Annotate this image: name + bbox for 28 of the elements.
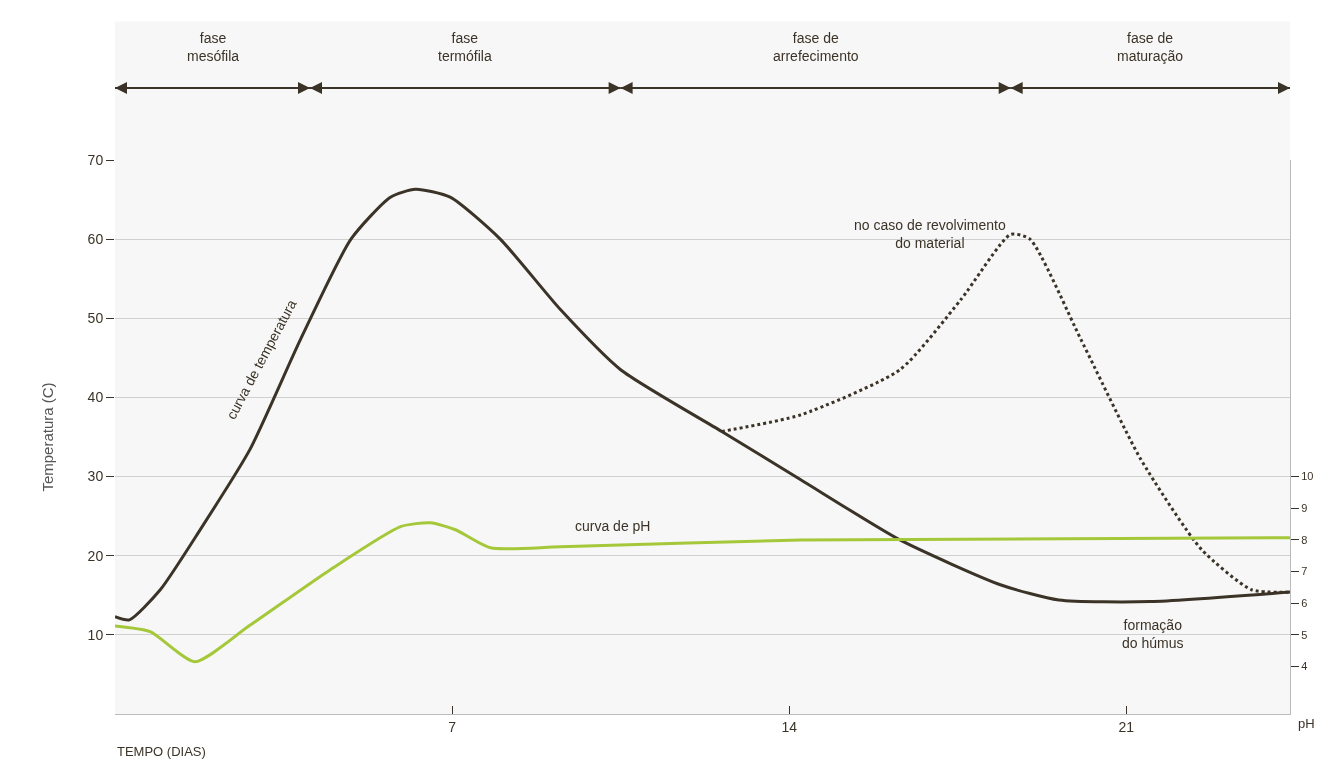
x-tick-label: 7	[448, 718, 457, 735]
y2-axis-title: pH	[1298, 716, 1315, 731]
band-label: fase mesófila	[187, 30, 240, 65]
annotation: curva de pH	[575, 518, 651, 534]
y2-tick-label: 4	[1301, 660, 1308, 673]
annotation: no caso de revolvimento do material	[854, 217, 1006, 252]
y-tick-label: 10	[87, 626, 104, 643]
band-label: fase termófila	[438, 30, 492, 65]
y2-tick-label: 10	[1301, 470, 1314, 483]
x-tick-label: 14	[781, 718, 798, 735]
annotation: formação do húmus	[1122, 617, 1184, 652]
y2-tick-label: 7	[1301, 565, 1308, 578]
band-label: fase de maturação	[1117, 30, 1184, 65]
y-tick-label: 40	[87, 389, 104, 406]
y2-tick-label: 5	[1301, 628, 1308, 641]
y-tick-label: 60	[87, 231, 104, 248]
x-tick-label: 21	[1118, 718, 1135, 735]
y2-tick-label: 6	[1301, 597, 1308, 610]
line-series	[115, 521, 1290, 664]
y-tick-label: 50	[87, 310, 104, 327]
y2-tick-label: 8	[1301, 533, 1308, 546]
y2-tick-label: 9	[1301, 502, 1308, 515]
y-tick-label: 30	[87, 468, 104, 485]
y-tick-label: 70	[87, 151, 104, 168]
y-tick-label: 20	[87, 547, 104, 564]
x-axis-title: TEMPO (DIAS)	[117, 744, 206, 759]
y-axis-title: Temperatura (C)	[38, 382, 56, 492]
band-label: fase de arrefecimento	[773, 30, 859, 65]
